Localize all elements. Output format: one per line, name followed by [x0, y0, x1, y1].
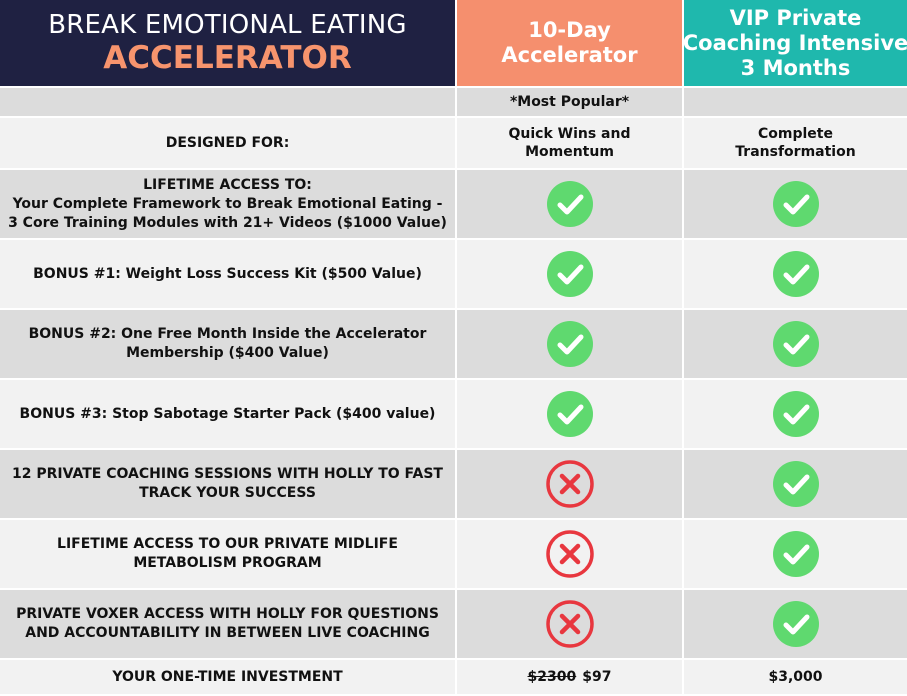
feature-label-line: PRIVATE VOXER ACCESS WITH HOLLY FOR QUES… — [16, 606, 439, 622]
check-icon — [772, 180, 820, 228]
feature-row-label: BONUS #1: Weight Loss Success Kit ($500 … — [0, 240, 457, 310]
feature-row-vip — [684, 240, 907, 310]
feature-row-10-day — [457, 450, 684, 520]
feature-row-label: BONUS #3: Stop Sabotage Starter Pack ($4… — [0, 380, 457, 450]
feature-row-10-day — [457, 310, 684, 380]
original-price: $2300 — [527, 669, 577, 685]
feature-row-10-day — [457, 520, 684, 590]
popular-badge: *Most Popular* — [457, 88, 684, 118]
feature-row-label: LIFETIME ACCESS TO OUR PRIVATE MIDLIFE M… — [0, 520, 457, 590]
investment-label: YOUR ONE-TIME INVESTMENT — [0, 660, 457, 696]
vip-price: $3,000 — [768, 669, 823, 685]
feature-row-vip — [684, 520, 907, 590]
designed-for-vip-line2: Transformation — [735, 144, 856, 160]
check-icon — [772, 460, 820, 508]
x-icon — [545, 530, 594, 578]
check-icon — [772, 600, 820, 648]
x-icon — [545, 460, 594, 508]
designed-for-10-day-line2: Momentum — [525, 144, 614, 160]
feature-row-10-day — [457, 590, 684, 660]
check-icon — [546, 250, 594, 298]
check-icon — [546, 320, 594, 368]
header-plan-10-day: 10-Day Accelerator — [457, 0, 684, 88]
check-icon — [546, 390, 594, 438]
designed-for-label: DESIGNED FOR: — [0, 118, 457, 170]
header-plan-10-day-line2: Accelerator — [501, 43, 638, 67]
feature-row-vip — [684, 590, 907, 660]
investment-label-text: YOUR ONE-TIME INVESTMENT — [112, 668, 343, 685]
x-icon — [545, 600, 594, 648]
feature-label-line: AND ACCOUNTABILITY IN BETWEEN LIVE COACH… — [25, 625, 430, 641]
feature-row-vip — [684, 450, 907, 520]
check-icon — [772, 250, 820, 298]
feature-label-line: LIFETIME ACCESS TO OUR PRIVATE MIDLIFE — [57, 536, 398, 552]
feature-row-10-day — [457, 380, 684, 450]
feature-row-label: 12 PRIVATE COACHING SESSIONS WITH HOLLY … — [0, 450, 457, 520]
sale-price: $97 — [582, 669, 612, 685]
header-title-line2: ACCELERATOR — [103, 40, 352, 76]
header-plan-vip: VIP Private Coaching Intensive 3 Months — [682, 0, 907, 88]
feature-label-line: BONUS #3: Stop Sabotage Starter Pack ($4… — [19, 405, 436, 422]
header-plan-vip-line2: Coaching Intensive — [682, 30, 907, 55]
feature-label-line: 3 Core Training Modules with 21+ Videos … — [8, 214, 447, 231]
feature-label-line: BONUS #2: One Free Month Inside the Acce… — [28, 326, 427, 342]
header-plan-vip-line3: 3 Months — [740, 55, 851, 80]
check-icon — [772, 390, 820, 438]
feature-label-line: TRACK YOUR SUCCESS — [139, 485, 316, 501]
popular-row-label-empty — [0, 88, 457, 118]
feature-row-vip — [684, 170, 907, 240]
feature-label-line: Your Complete Framework to Break Emotion… — [12, 195, 443, 212]
feature-label-line: Membership ($400 Value) — [126, 345, 329, 361]
feature-label-line: METABOLISM PROGRAM — [133, 555, 322, 571]
investment-10-day-price: $2300 $97 — [457, 660, 684, 696]
feature-row-label: PRIVATE VOXER ACCESS WITH HOLLY FOR QUES… — [0, 590, 457, 660]
designed-for-10-day: Quick Wins and Momentum — [457, 118, 684, 170]
popular-badge-text: *Most Popular* — [509, 94, 630, 110]
designed-for-10-day-line1: Quick Wins and — [508, 126, 631, 142]
check-icon — [772, 530, 820, 578]
check-icon — [546, 180, 594, 228]
header-title-line1: BREAK EMOTIONAL EATING — [48, 10, 407, 40]
designed-for-vip: Complete Transformation — [684, 118, 907, 170]
feature-row-vip — [684, 310, 907, 380]
header-plan-10-day-line1: 10-Day — [528, 18, 611, 42]
feature-label-line: BONUS #1: Weight Loss Success Kit ($500 … — [33, 265, 422, 282]
feature-label-line: LIFETIME ACCESS TO: — [143, 176, 312, 193]
feature-row-vip — [684, 380, 907, 450]
feature-label-line: 12 PRIVATE COACHING SESSIONS WITH HOLLY … — [12, 466, 443, 482]
investment-vip-price: $3,000 — [684, 660, 907, 696]
feature-row-label: BONUS #2: One Free Month Inside the Acce… — [0, 310, 457, 380]
designed-for-vip-line1: Complete — [758, 126, 833, 142]
header-title: BREAK EMOTIONAL EATING ACCELERATOR — [0, 0, 457, 88]
feature-row-label: LIFETIME ACCESS TO: Your Complete Framew… — [0, 170, 457, 240]
header-plan-vip-line1: VIP Private — [729, 5, 862, 30]
designed-for-label-text: DESIGNED FOR: — [165, 134, 290, 151]
feature-row-10-day — [457, 240, 684, 310]
check-icon — [772, 320, 820, 368]
popular-row-empty — [684, 88, 907, 118]
feature-row-10-day — [457, 170, 684, 240]
